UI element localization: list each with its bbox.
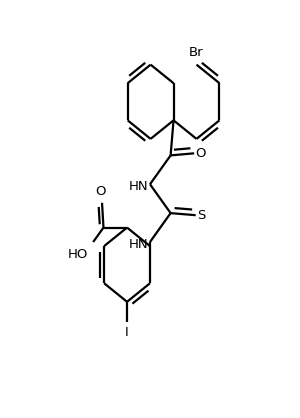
- Text: HO: HO: [68, 248, 88, 261]
- Text: I: I: [125, 326, 129, 339]
- Text: Br: Br: [189, 46, 204, 59]
- Text: O: O: [196, 147, 206, 160]
- Text: O: O: [95, 185, 106, 198]
- Text: HN: HN: [129, 180, 148, 193]
- Text: S: S: [197, 209, 206, 222]
- Text: HN: HN: [129, 238, 148, 251]
